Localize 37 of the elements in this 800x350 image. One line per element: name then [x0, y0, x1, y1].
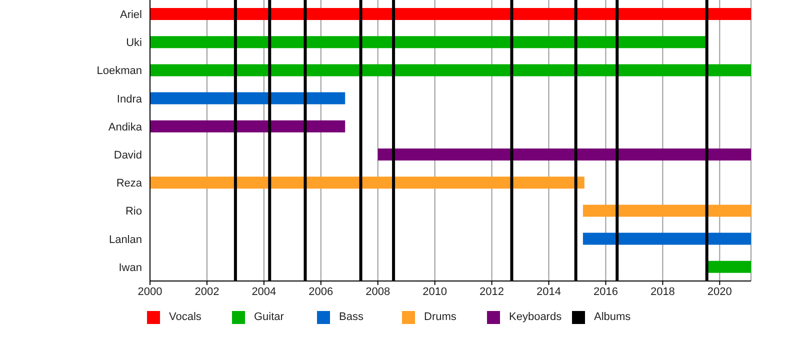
bar	[150, 36, 707, 48]
bar	[706, 260, 751, 273]
legend-label: Albums	[594, 311, 631, 323]
legend-label: Bass	[339, 311, 364, 323]
x-tick-label: 2000	[138, 286, 162, 298]
bar	[582, 204, 751, 217]
legend-label: Keyboards	[509, 311, 562, 323]
y-tick-label: Reza	[116, 178, 143, 190]
x-tick-label: 2018	[650, 286, 675, 298]
bar	[582, 232, 751, 245]
y-tick-label: Andika	[108, 121, 143, 134]
y-tick-label: Loekman	[96, 65, 142, 78]
x-tick-label: 2006	[308, 286, 334, 298]
x-tick-label: 2004	[252, 286, 276, 298]
x-tick-label: 2012	[480, 286, 504, 298]
bar	[150, 92, 346, 104]
y-tick-label: Iwan	[118, 262, 142, 274]
x-tick-label: 2002	[194, 286, 220, 298]
y-tick-label: Ariel	[120, 8, 142, 21]
x-tick-label: 2016	[593, 286, 618, 298]
legend-label: Drums	[424, 311, 456, 323]
legend-label: Guitar	[254, 311, 284, 323]
x-tick-label: 2008	[366, 286, 390, 298]
legend-label: Vocals	[169, 311, 202, 323]
bar	[150, 120, 346, 132]
bar	[150, 64, 751, 76]
y-tick-label: Lanlan	[108, 234, 142, 246]
x-tick-label: 2020	[707, 286, 732, 298]
x-tick-label: 2014	[536, 286, 562, 298]
bar	[150, 8, 751, 20]
y-tick-label: David	[114, 149, 142, 162]
bar	[378, 148, 751, 160]
y-tick-label: Indra	[116, 93, 143, 106]
x-tick-label: 2010	[422, 286, 448, 298]
y-tick-label: Rio	[125, 206, 142, 218]
y-tick-label: Uki	[126, 37, 142, 50]
bar	[150, 176, 584, 189]
